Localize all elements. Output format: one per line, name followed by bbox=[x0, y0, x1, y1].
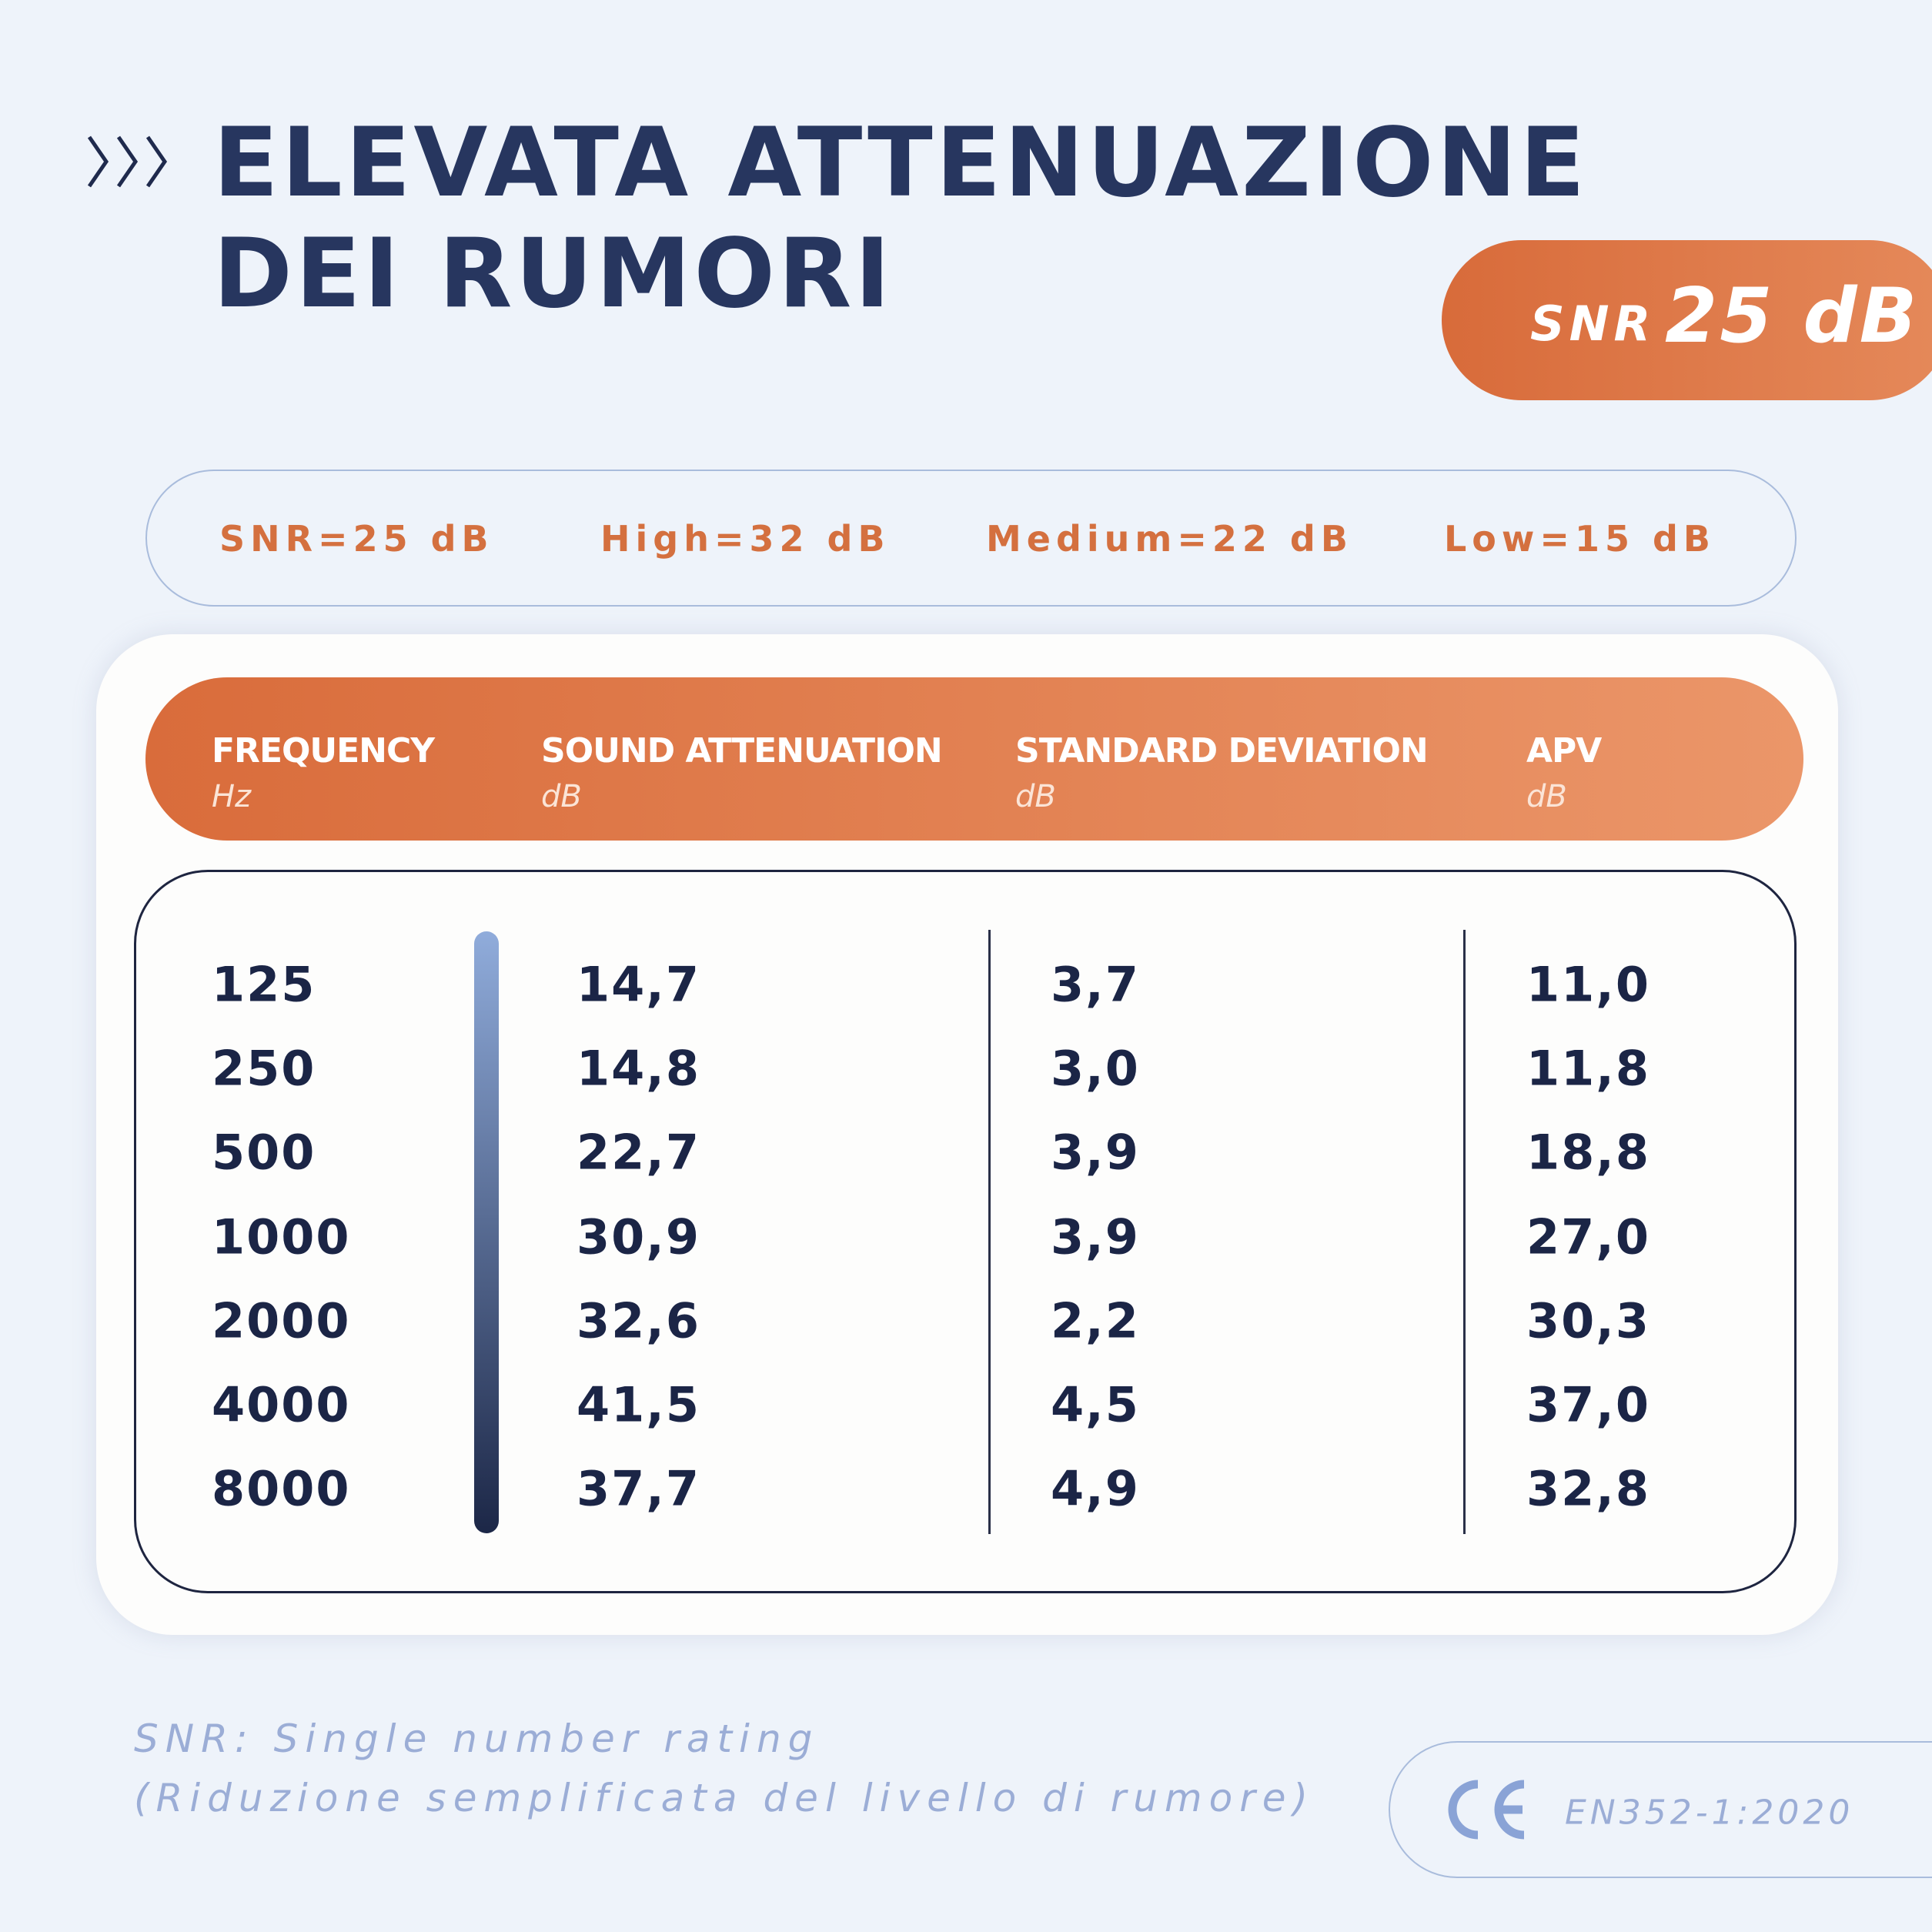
certification-pill bbox=[1389, 1741, 1932, 1878]
column-unit: Hz bbox=[212, 779, 252, 814]
table-cell: 3,9 bbox=[1051, 1208, 1140, 1265]
column-unit: dB bbox=[1015, 779, 1056, 814]
table-cell: 1000 bbox=[212, 1208, 351, 1265]
table-cell: 41,5 bbox=[577, 1376, 700, 1433]
column-header: SOUND ATTENUATION bbox=[541, 731, 943, 770]
table-cell: 18,8 bbox=[1526, 1124, 1650, 1181]
table-cell: 4,5 bbox=[1051, 1376, 1140, 1433]
table-cell: 14,8 bbox=[577, 1040, 700, 1097]
table-cell: 3,7 bbox=[1051, 956, 1140, 1013]
chevrons bbox=[87, 135, 168, 188]
column-divider bbox=[988, 930, 991, 1534]
footnote: (Riduzione semplificata del livello di r… bbox=[134, 1776, 1315, 1820]
badge-value: 25 dB bbox=[1665, 272, 1920, 360]
table-cell: 32,8 bbox=[1526, 1460, 1650, 1517]
column-header: STANDARD DEVIATION bbox=[1015, 731, 1429, 770]
table-cell: 500 bbox=[212, 1124, 316, 1181]
table-cell: 37,7 bbox=[577, 1460, 700, 1517]
title-line: ELEVATA ATTENUAZIONE bbox=[213, 108, 1589, 219]
table-cell: 37,0 bbox=[1526, 1376, 1650, 1433]
table-cell: 4,9 bbox=[1051, 1460, 1140, 1517]
table-cell: 2000 bbox=[212, 1292, 351, 1349]
title-line: DEI RUMORI bbox=[213, 219, 894, 329]
table-cell: 27,0 bbox=[1526, 1208, 1650, 1265]
certification-standard: EN352-1:2020 bbox=[1565, 1793, 1854, 1833]
column-header: APV bbox=[1526, 731, 1602, 770]
table-header bbox=[145, 677, 1803, 841]
column-header: FREQUENCY bbox=[212, 731, 435, 770]
table-body bbox=[134, 870, 1797, 1593]
table-cell: 3,0 bbox=[1051, 1040, 1140, 1097]
table-cell: 22,7 bbox=[577, 1124, 700, 1181]
badge-label: SNR bbox=[1530, 296, 1656, 352]
column-unit: dB bbox=[541, 779, 582, 814]
summary-pill bbox=[145, 470, 1797, 607]
table-cell: 250 bbox=[212, 1040, 316, 1097]
table-cell: 32,6 bbox=[577, 1292, 700, 1349]
table-cell: 30,3 bbox=[1526, 1292, 1650, 1349]
gradient-bar bbox=[474, 931, 499, 1533]
column-divider bbox=[1463, 930, 1466, 1534]
table-cell: 14,7 bbox=[577, 956, 700, 1013]
table-cell: 8000 bbox=[212, 1460, 351, 1517]
summary-item: Low=15 dB bbox=[1444, 518, 1716, 560]
table-cell: 4000 bbox=[212, 1376, 351, 1433]
table-cell: 30,9 bbox=[577, 1208, 700, 1265]
summary-item: SNR=25 dB bbox=[219, 518, 494, 560]
summary-item: High=32 dB bbox=[600, 518, 891, 560]
table-cell: 3,9 bbox=[1051, 1124, 1140, 1181]
ce-mark bbox=[1448, 1780, 1525, 1840]
table-cell: 11,8 bbox=[1526, 1040, 1650, 1097]
footnote: SNR: Single number rating bbox=[134, 1716, 820, 1761]
table-cell: 11,0 bbox=[1526, 956, 1650, 1013]
summary-item: Medium=22 dB bbox=[986, 518, 1353, 560]
table-cell: 2,2 bbox=[1051, 1292, 1140, 1349]
column-unit: dB bbox=[1526, 779, 1567, 814]
snr-badge: SNR 25 dB bbox=[1442, 240, 1932, 400]
table-cell: 125 bbox=[212, 956, 316, 1013]
